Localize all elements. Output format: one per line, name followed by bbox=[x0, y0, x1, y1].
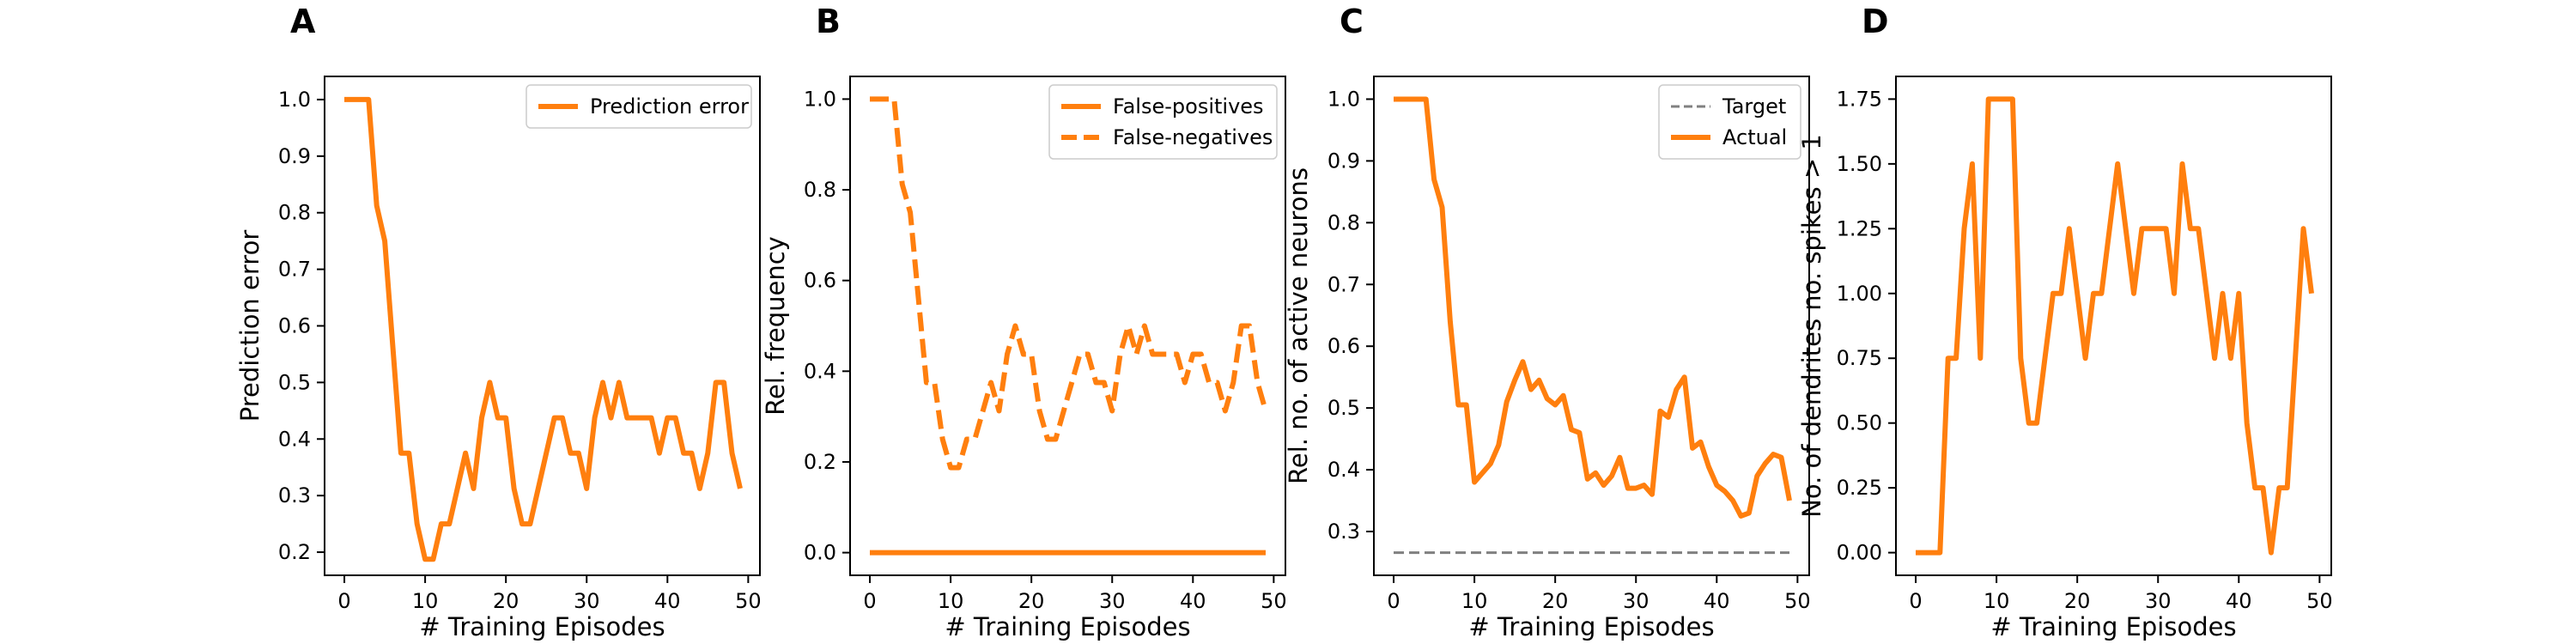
plot-frame bbox=[1895, 76, 2332, 576]
y-tick-label: 0.7 bbox=[1327, 272, 1360, 296]
x-tick-label: 10 bbox=[1984, 589, 2010, 613]
legend: Target Actual bbox=[1658, 84, 1801, 160]
y-tick-label: 0.6 bbox=[1327, 334, 1360, 358]
y-tick-label: 0.4 bbox=[1327, 458, 1360, 482]
y-tick-label: 0.9 bbox=[1327, 149, 1360, 173]
panel-c: C 0 10 20 30 40 50 0.3 0.4 0.5 0.6 0.7 0.8 0.9 1.0 # Tr… bbox=[1284, 3, 1811, 641]
x-tick-label: 40 bbox=[1704, 589, 1730, 613]
x-axis-label: # Training Episodes bbox=[945, 612, 1190, 641]
x-tick-label: 30 bbox=[1623, 589, 1649, 613]
panel-d: D 0 10 20 30 40 50 0.00 0.25 0.50 0.75 1.00 1.25 1.50… bbox=[1797, 3, 2333, 641]
x-tick-label: 40 bbox=[1180, 589, 1206, 613]
x-tick-label: 10 bbox=[938, 589, 964, 613]
plot-frame bbox=[849, 76, 1286, 576]
x-tick-label: 20 bbox=[493, 589, 519, 613]
x-tick-label: 0 bbox=[1909, 589, 1922, 613]
y-tick-label: 0.3 bbox=[278, 483, 311, 507]
y-axis-label: No. of dendrites no. spikes > 1 bbox=[1797, 134, 1826, 518]
y-tick-label: 0.5 bbox=[278, 370, 311, 394]
x-tick-label: 20 bbox=[1018, 589, 1045, 613]
legend-label: Prediction error bbox=[590, 94, 749, 118]
legend-label: False-negatives bbox=[1113, 125, 1273, 149]
x-tick-label: 40 bbox=[654, 589, 681, 613]
x-tick-label: 30 bbox=[574, 589, 600, 613]
x-tick-label: 10 bbox=[1461, 589, 1488, 613]
y-tick-label: 0.3 bbox=[1327, 519, 1360, 544]
y-tick-label: 0.5 bbox=[1327, 396, 1360, 420]
x-tick-label: 0 bbox=[1387, 589, 1400, 613]
x-tick-label: 0 bbox=[337, 589, 350, 613]
series-line-prediction-error bbox=[344, 96, 743, 562]
y-tick-label: 1.0 bbox=[278, 88, 311, 112]
x-tick-label: 50 bbox=[1261, 589, 1287, 613]
legend-box bbox=[526, 84, 752, 129]
x-tick-label: 50 bbox=[2306, 589, 2333, 613]
y-tick-label: 0.2 bbox=[804, 450, 836, 474]
x-tick-label: 20 bbox=[1542, 589, 1569, 613]
legend-label: False-positives bbox=[1113, 94, 1264, 118]
y-tick-label: 0.7 bbox=[278, 258, 311, 282]
legend-box bbox=[1658, 84, 1801, 160]
y-tick-label: 0.50 bbox=[1837, 411, 1882, 435]
y-tick-label: 0.9 bbox=[278, 144, 311, 168]
legend-box bbox=[1048, 84, 1278, 160]
x-tick-label: 30 bbox=[1099, 589, 1126, 613]
x-axis-label: # Training Episodes bbox=[1468, 612, 1714, 641]
series-line-false-negatives bbox=[870, 96, 1268, 471]
y-axis-label: Rel. no. of active neurons bbox=[1284, 167, 1313, 484]
panel-b: B 0 10 20 30 40 50 0.0 0.2 0.4 0.6 0.8 1.0 # Training… bbox=[761, 3, 1287, 641]
y-axis-label: Rel. frequency bbox=[761, 236, 790, 416]
x-tick-label: 0 bbox=[863, 589, 876, 613]
legend-label: Target bbox=[1722, 94, 1786, 118]
plot-frame bbox=[1373, 76, 1810, 576]
legend-label: Actual bbox=[1722, 125, 1787, 149]
y-tick-label: 1.75 bbox=[1837, 87, 1882, 111]
y-tick-label: 1.25 bbox=[1837, 216, 1882, 240]
y-tick-label: 0.8 bbox=[804, 178, 836, 202]
series-line-values bbox=[1916, 96, 2314, 556]
y-tick-label: 0.00 bbox=[1837, 541, 1882, 565]
x-tick-label: 40 bbox=[2226, 589, 2252, 613]
panel-letter: B bbox=[816, 3, 841, 40]
y-tick-label: 0.0 bbox=[804, 541, 836, 565]
y-tick-label: 1.50 bbox=[1837, 152, 1882, 176]
x-tick-label: 50 bbox=[735, 589, 762, 613]
x-axis-label: # Training Episodes bbox=[419, 612, 665, 641]
panel-letter: A bbox=[290, 3, 316, 40]
y-tick-label: 1.0 bbox=[1327, 87, 1360, 111]
x-tick-label: 10 bbox=[412, 589, 439, 613]
y-tick-label: 1.0 bbox=[804, 87, 836, 111]
y-tick-label: 0.2 bbox=[278, 540, 311, 564]
legend: False-positives False-negatives bbox=[1048, 84, 1278, 160]
y-tick-label: 0.6 bbox=[278, 314, 311, 338]
x-tick-label: 50 bbox=[1784, 589, 1811, 613]
y-tick-label: 0.4 bbox=[278, 427, 311, 451]
y-tick-label: 0.8 bbox=[278, 201, 311, 225]
y-tick-label: 0.8 bbox=[1327, 210, 1360, 234]
y-axis-label: Prediction error bbox=[235, 230, 264, 422]
panel-letter: C bbox=[1340, 3, 1364, 40]
y-tick-label: 0.25 bbox=[1837, 476, 1882, 500]
x-tick-label: 20 bbox=[2064, 589, 2091, 613]
y-tick-label: 0.4 bbox=[804, 359, 836, 383]
y-tick-label: 0.6 bbox=[804, 269, 836, 293]
y-tick-label: 0.75 bbox=[1837, 346, 1882, 370]
panel-a: A 0 10 20 30 40 50 0.2 0.3 0.4 0.5 0.6 0.7 0.8 0.9 1.0 #… bbox=[235, 3, 762, 641]
x-tick-label: 30 bbox=[2145, 589, 2172, 613]
y-tick-label: 1.00 bbox=[1837, 282, 1882, 306]
panel-letter: D bbox=[1862, 3, 1889, 40]
legend: Prediction error bbox=[526, 84, 752, 129]
x-axis-label: # Training Episodes bbox=[1990, 612, 2236, 641]
series-line-actual bbox=[1394, 96, 1792, 519]
